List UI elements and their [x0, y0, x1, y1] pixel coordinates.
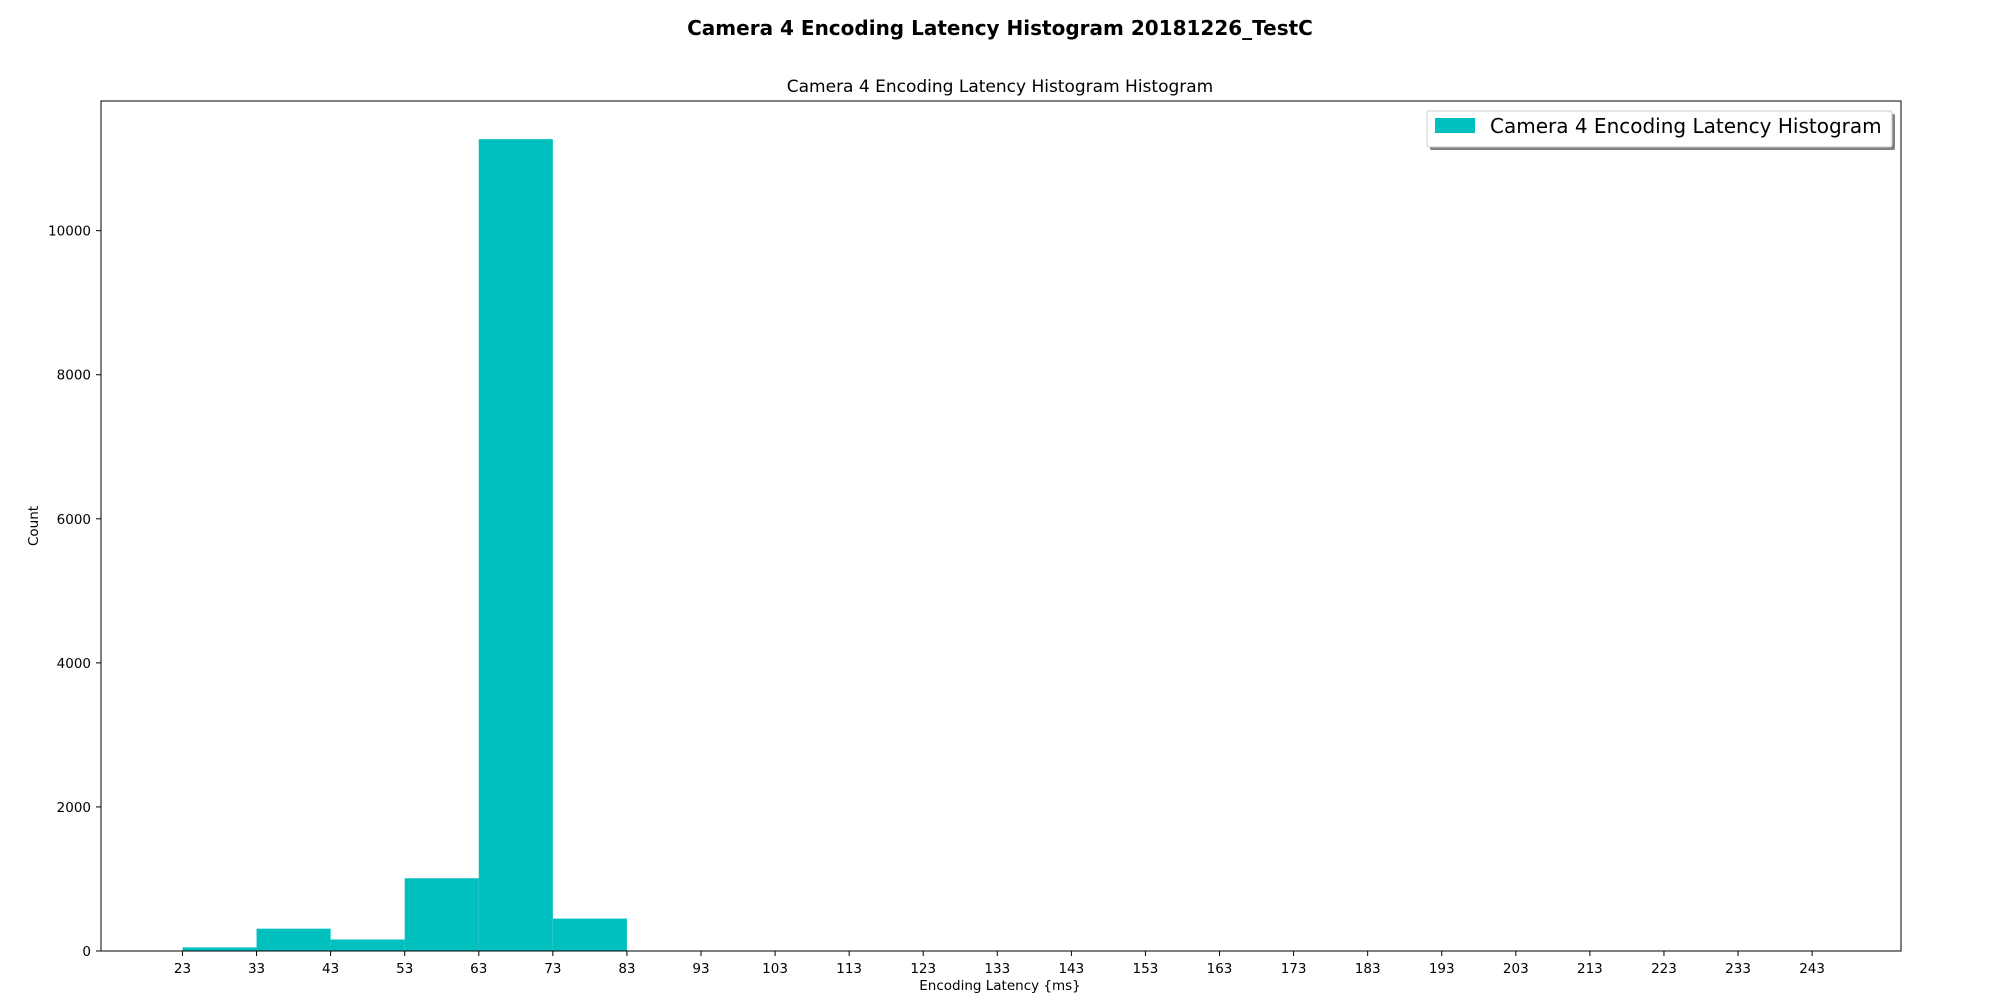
legend-swatch: [1435, 118, 1475, 133]
histogram-bar: [182, 947, 257, 951]
bars-group: [182, 139, 627, 951]
plot-frame: [100, 100, 1902, 952]
histogram-bar: [256, 928, 331, 951]
y-tick-label: 8000: [57, 368, 91, 384]
x-tick-label: 73: [544, 961, 561, 977]
x-tick-label: 143: [1058, 961, 1084, 977]
y-tick-label: 10000: [48, 224, 91, 240]
x-tick-label: 113: [836, 961, 862, 977]
chart-subtitle: Camera 4 Encoding Latency Histogram Hist…: [787, 77, 1213, 97]
y-tick-label: 4000: [57, 656, 91, 672]
x-tick-label: 53: [396, 961, 413, 977]
y-tick-label: 0: [82, 944, 91, 960]
x-tick-label: 203: [1503, 961, 1529, 977]
x-tick-label: 173: [1281, 961, 1307, 977]
y-axis-ticks: 0 2000 4000 6000 8000 10000: [48, 224, 101, 960]
x-tick-label: 193: [1429, 961, 1455, 977]
y-tick-label: 2000: [57, 800, 91, 816]
y-axis-label: Count: [26, 506, 42, 546]
x-tick-label: 33: [248, 961, 265, 977]
x-tick-label: 93: [692, 961, 709, 977]
y-tick-label: 6000: [57, 512, 91, 528]
chart-title: Camera 4 Encoding Latency Histogram 2018…: [687, 16, 1313, 40]
histogram-bar: [552, 918, 627, 951]
histogram-bar: [478, 139, 553, 951]
x-tick-label: 103: [762, 961, 788, 977]
legend-label: Camera 4 Encoding Latency Histogram: [1490, 114, 1882, 138]
x-axis-label: Encoding Latency {ms}: [919, 978, 1081, 994]
x-tick-label: 223: [1651, 961, 1677, 977]
x-tick-label: 123: [910, 961, 936, 977]
x-tick-label: 163: [1207, 961, 1233, 977]
legend-box: [1426, 110, 1893, 148]
legend: Camera 4 Encoding Latency Histogram: [1426, 110, 1895, 150]
x-tick-label: 183: [1355, 961, 1381, 977]
x-tick-label: 43: [322, 961, 339, 977]
histogram-bar: [404, 878, 479, 951]
x-tick-label: 23: [174, 961, 191, 977]
x-tick-label: 153: [1133, 961, 1159, 977]
x-tick-label: 133: [984, 961, 1010, 977]
x-tick-label: 233: [1725, 961, 1751, 977]
x-tick-label: 83: [618, 961, 635, 977]
x-tick-label: 63: [470, 961, 487, 977]
x-axis-ticks: 23 33 43 53 63 73 83 93 103 113 123 133 143 153 163 173…: [174, 951, 1825, 977]
x-tick-label: 213: [1577, 961, 1603, 977]
histogram-bar: [330, 939, 405, 951]
x-tick-label: 243: [1799, 961, 1825, 977]
